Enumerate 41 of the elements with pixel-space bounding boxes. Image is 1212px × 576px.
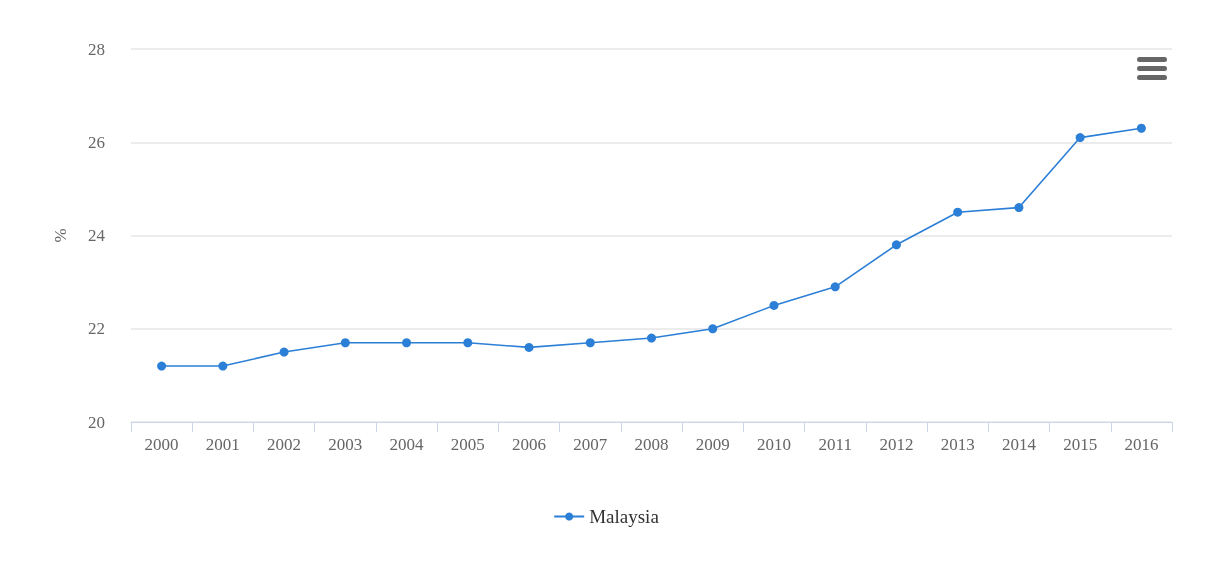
x-tick-label: 2011 <box>818 435 852 454</box>
y-axis-title: % <box>51 228 70 243</box>
x-tick-label: 2010 <box>756 435 791 454</box>
x-tick-label: 2000 <box>144 435 179 454</box>
x-tick-label: 2015 <box>1063 435 1098 454</box>
y-tick-label: 24 <box>88 226 106 245</box>
x-tick-label: 2012 <box>879 435 914 454</box>
y-tick-label: 28 <box>88 39 105 59</box>
point <box>830 282 840 292</box>
x-tick-label: 2002 <box>267 435 302 454</box>
point <box>402 338 412 348</box>
point <box>891 240 901 250</box>
point <box>1136 123 1146 133</box>
point <box>769 300 779 310</box>
x-tick-label: 2016 <box>1124 435 1159 454</box>
point <box>340 338 350 348</box>
point <box>953 207 963 217</box>
point <box>463 338 473 348</box>
point <box>218 361 228 371</box>
point <box>279 347 289 357</box>
x-tick-label: 2013 <box>940 435 975 454</box>
point <box>1014 203 1024 213</box>
point <box>1075 133 1085 143</box>
x-tick-label: 2007 <box>573 435 608 454</box>
legend-label: Malaysia <box>589 506 660 527</box>
x-tick-label: 2003 <box>328 435 363 454</box>
y-tick-label: 22 <box>88 319 105 339</box>
point <box>157 361 167 371</box>
x-tick-label: 2004 <box>389 435 425 454</box>
x-tick-label: 2008 <box>634 435 669 454</box>
y-tick-label: 20 <box>88 412 105 432</box>
y-tick-label: 26 <box>88 132 105 152</box>
x-tick-label: 2005 <box>450 435 485 454</box>
x-tick-label: 2014 <box>1001 435 1037 454</box>
point <box>647 333 656 343</box>
x-tick-label: 2009 <box>695 435 730 454</box>
point <box>524 342 534 352</box>
x-tick-label: 2006 <box>512 435 547 454</box>
point <box>708 324 718 334</box>
point <box>585 338 595 348</box>
x-tick-label: 2001 <box>205 435 240 454</box>
